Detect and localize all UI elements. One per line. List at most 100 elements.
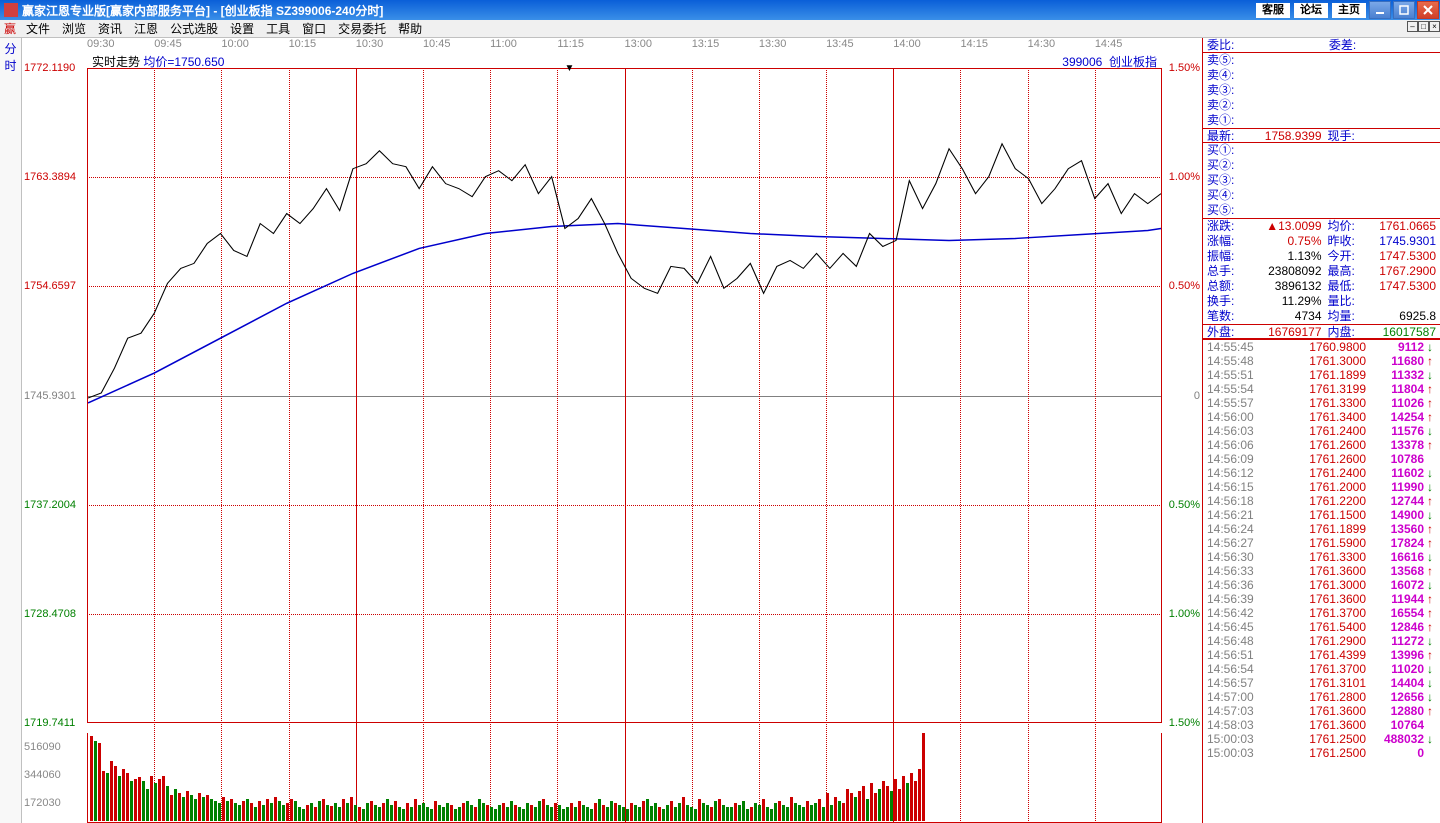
volume-bar bbox=[426, 807, 429, 821]
volume-bar bbox=[378, 807, 381, 821]
menu-item[interactable]: 江恩 bbox=[128, 22, 164, 36]
mdi-controls[interactable]: –□× bbox=[1404, 21, 1440, 37]
app-icon bbox=[4, 3, 18, 17]
tick-row: 14:56:391761.360011944↑ bbox=[1203, 592, 1440, 606]
menu-item[interactable]: 帮助 bbox=[392, 22, 428, 36]
volume-bar bbox=[202, 797, 205, 821]
time-tick: 13:15 bbox=[692, 38, 720, 50]
volume-bar bbox=[654, 803, 657, 821]
volume-plot[interactable] bbox=[87, 733, 1162, 823]
volume-bar bbox=[394, 801, 397, 821]
volume-bar bbox=[798, 805, 801, 821]
volume-bar bbox=[434, 801, 437, 821]
tick-row: 14:58:031761.360010764 bbox=[1203, 718, 1440, 732]
menu-item[interactable]: 文件 bbox=[20, 22, 56, 36]
volume-bar bbox=[138, 777, 141, 821]
y-label-right: 0.50% bbox=[1169, 280, 1200, 292]
volume-bar bbox=[90, 736, 93, 821]
volume-bar bbox=[314, 807, 317, 821]
volume-bar bbox=[478, 799, 481, 821]
maximize-button[interactable] bbox=[1393, 1, 1415, 19]
volume-bar bbox=[578, 801, 581, 821]
volume-bar bbox=[486, 805, 489, 821]
volume-bar bbox=[442, 807, 445, 821]
volume-bar bbox=[274, 797, 277, 821]
menu-item[interactable]: 窗口 bbox=[296, 22, 332, 36]
volume-bar bbox=[482, 803, 485, 821]
window-title: 赢家江恩专业版[赢家内部服务平台] - [创业板指 SZ399006-240分时… bbox=[22, 2, 383, 19]
menu-item[interactable]: 设置 bbox=[224, 22, 260, 36]
volume-bar bbox=[910, 773, 913, 821]
volume-bar bbox=[150, 776, 153, 821]
menu-item[interactable]: 工具 bbox=[260, 22, 296, 36]
volume-bar bbox=[758, 805, 761, 821]
volume-bar bbox=[530, 805, 533, 821]
close-button[interactable] bbox=[1417, 1, 1439, 19]
menu-item[interactable]: 浏览 bbox=[56, 22, 92, 36]
stat-row: 涨跌:▲13.0099均价:1761.0665 bbox=[1203, 219, 1440, 234]
volume-bar bbox=[610, 801, 613, 821]
volume-bar bbox=[98, 743, 101, 821]
tick-row: 14:56:331761.360013568↑ bbox=[1203, 564, 1440, 578]
volume-bar bbox=[414, 799, 417, 821]
tick-row: 14:56:061761.260013378↑ bbox=[1203, 438, 1440, 452]
y-label-left: 1745.9301 bbox=[24, 390, 76, 402]
volume-bar bbox=[334, 803, 337, 821]
volume-bar bbox=[494, 809, 497, 821]
menu-item[interactable]: 交易委托 bbox=[332, 22, 392, 36]
volume-bar bbox=[174, 789, 177, 821]
volume-bar bbox=[206, 795, 209, 821]
volume-bar bbox=[630, 803, 633, 821]
volume-bar bbox=[514, 805, 517, 821]
volume-bar bbox=[422, 803, 425, 821]
tick-row: 14:56:511761.439913996↑ bbox=[1203, 648, 1440, 662]
volume-bar bbox=[682, 797, 685, 821]
volume-bar bbox=[670, 801, 673, 821]
menu-item[interactable]: 资讯 bbox=[92, 22, 128, 36]
y-label-left: 1754.6597 bbox=[24, 280, 76, 292]
volume-bar bbox=[114, 766, 117, 821]
buy-row: 买①: bbox=[1203, 143, 1440, 158]
time-tick: 10:00 bbox=[221, 38, 249, 50]
price-plot[interactable]: ▼ bbox=[87, 68, 1162, 723]
volume-bar bbox=[778, 801, 781, 821]
volume-bar bbox=[390, 805, 393, 821]
titlebar-btn-support[interactable]: 客服 bbox=[1256, 3, 1290, 18]
volume-bar bbox=[170, 795, 173, 821]
buy-row: 买②: bbox=[1203, 158, 1440, 173]
tick-list[interactable]: 14:55:451760.98009112↓14:55:481761.30001… bbox=[1203, 339, 1440, 823]
volume-bar bbox=[614, 803, 617, 821]
volume-bar bbox=[586, 807, 589, 821]
time-tick: 14:30 bbox=[1028, 38, 1056, 50]
time-tick: 10:45 bbox=[423, 38, 451, 50]
volume-bar bbox=[238, 805, 241, 821]
stat-row: 总额:3896132最低:1747.5300 bbox=[1203, 279, 1440, 294]
tick-row: 14:56:301761.330016616↓ bbox=[1203, 550, 1440, 564]
volume-bar bbox=[622, 807, 625, 821]
left-tab[interactable]: 分时 bbox=[0, 38, 22, 823]
volume-bar bbox=[250, 803, 253, 821]
volume-bar bbox=[134, 779, 137, 821]
volume-bar bbox=[594, 803, 597, 821]
volume-bar bbox=[474, 807, 477, 821]
volume-bar bbox=[606, 807, 609, 821]
volume-bar bbox=[222, 797, 225, 821]
volume-bar bbox=[710, 807, 713, 821]
volume-bar bbox=[902, 776, 905, 821]
menu-item[interactable]: 公式选股 bbox=[164, 22, 224, 36]
volume-bar bbox=[94, 741, 97, 821]
volume-bar bbox=[766, 807, 769, 821]
volume-bar bbox=[806, 801, 809, 821]
volume-bar bbox=[786, 807, 789, 821]
volume-bar bbox=[658, 807, 661, 821]
tick-row: 14:56:451761.540012846↑ bbox=[1203, 620, 1440, 634]
volume-bar bbox=[526, 803, 529, 821]
tick-row: 14:55:451760.98009112↓ bbox=[1203, 340, 1440, 354]
buy-row: 买④: bbox=[1203, 188, 1440, 203]
volume-bar bbox=[146, 789, 149, 821]
titlebar-btn-home[interactable]: 主页 bbox=[1332, 3, 1366, 18]
volume-bar bbox=[218, 803, 221, 821]
titlebar-btn-forum[interactable]: 论坛 bbox=[1294, 3, 1328, 18]
minimize-button[interactable] bbox=[1369, 1, 1391, 19]
volume-bar bbox=[398, 807, 401, 821]
